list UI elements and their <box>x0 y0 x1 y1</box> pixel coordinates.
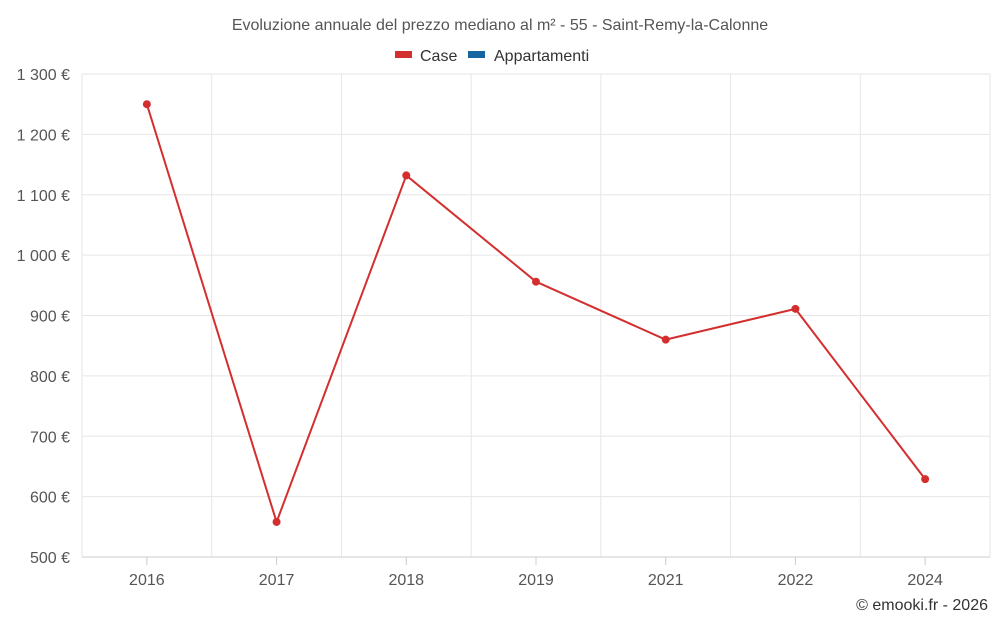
y-tick-label: 1 200 € <box>17 127 70 144</box>
y-tick-label: 500 € <box>30 550 70 567</box>
y-tick-label: 1 100 € <box>17 188 70 205</box>
x-tick-label: 2021 <box>648 572 684 589</box>
data-point <box>402 171 411 180</box>
legend-swatch-case <box>395 51 412 58</box>
y-tick-label: 600 € <box>30 490 70 507</box>
legend-swatch-appartamenti <box>468 51 485 58</box>
y-tick-label: 1 300 € <box>17 67 70 84</box>
y-tick-label: 700 € <box>30 429 70 446</box>
y-tick-label: 1 000 € <box>17 248 70 265</box>
series-layer <box>142 100 930 526</box>
data-point <box>791 304 800 313</box>
data-point <box>142 100 151 109</box>
data-point <box>661 335 670 344</box>
legend-label-case: Case <box>420 48 457 65</box>
grid <box>81 73 991 557</box>
chart-title: Evoluzione annuale del prezzo mediano al… <box>232 17 768 34</box>
legend-item-appartamenti[interactable]: Appartamenti <box>468 48 589 65</box>
legend: Case Appartamenti <box>395 48 589 65</box>
x-tick-label: 2017 <box>259 572 295 589</box>
credit-text: © emooki.fr - 2026 <box>856 597 988 614</box>
x-tick-label: 2019 <box>518 572 554 589</box>
x-tick-label: 2016 <box>129 572 165 589</box>
x-tick-label: 2022 <box>778 572 814 589</box>
legend-label-appartamenti: Appartamenti <box>494 48 589 65</box>
legend-item-case[interactable]: Case <box>395 48 457 65</box>
y-tick-label: 800 € <box>30 369 70 386</box>
data-point <box>272 517 281 526</box>
x-tick-label: 2024 <box>907 572 943 589</box>
series-line-case <box>145 103 926 523</box>
x-tick-label: 2018 <box>388 572 424 589</box>
y-tick-label: 900 € <box>30 309 70 326</box>
data-point <box>532 277 540 286</box>
y-axis: 500 € 600 € 700 € 800 € 900 € 1 000 € 1 100 € 1… <box>17 67 70 567</box>
x-axis: 2016 2017 2018 2019 2021 2022 2024 <box>82 556 990 589</box>
data-point <box>921 475 930 484</box>
